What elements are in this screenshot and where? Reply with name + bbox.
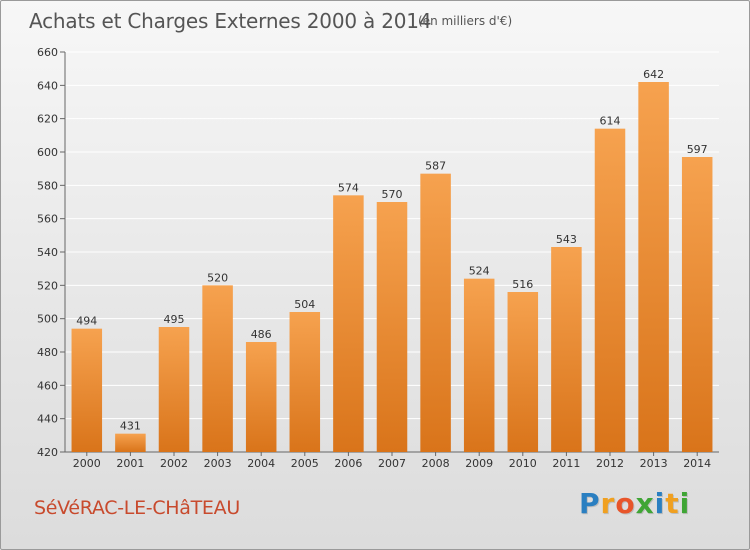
- chart-title: Achats et Charges Externes 2000 à 2014: [29, 9, 432, 33]
- bar-2001: [115, 433, 146, 452]
- bar-2006: [333, 195, 364, 453]
- data-label: 516: [512, 278, 533, 291]
- y-tick-label: 520: [37, 279, 58, 292]
- y-tick-label: 500: [37, 313, 58, 326]
- x-tick-label: 2008: [422, 457, 450, 470]
- x-tick-label: 2009: [465, 457, 493, 470]
- bar-2014: [681, 157, 713, 452]
- x-tick-label: 2000: [73, 457, 101, 470]
- data-label: 524: [469, 265, 490, 278]
- bar-2011: [551, 247, 582, 452]
- bars: [71, 82, 713, 453]
- proxiti-logo[interactable]: Proxiti: [579, 487, 690, 520]
- x-tick-label: 2006: [334, 457, 362, 470]
- x-tick-label: 2007: [378, 457, 406, 470]
- data-labels: 494 431 495 520 486 504 574 570 587 524 516 543 614 6…: [76, 68, 707, 433]
- x-tick-label: 2004: [247, 457, 275, 470]
- x-tick-label: 2005: [291, 457, 319, 470]
- data-label: 642: [643, 68, 664, 81]
- y-tick-label: 480: [37, 346, 58, 359]
- bar-2009: [463, 278, 495, 452]
- x-tick-label: 2011: [552, 457, 580, 470]
- data-label: 495: [164, 313, 185, 326]
- data-label: 587: [425, 160, 446, 173]
- data-label: 520: [207, 271, 228, 284]
- bar-2010: [507, 292, 539, 452]
- y-tick-label: 540: [37, 246, 58, 259]
- data-label: 614: [600, 115, 621, 128]
- bar-2003: [202, 285, 233, 452]
- axes: 420 440 460 480 500 520 540 560 580 600 620 640 660 2…: [37, 46, 719, 470]
- logo-letter: t: [665, 487, 680, 520]
- data-label: 570: [382, 188, 403, 201]
- bar-2002: [158, 327, 190, 452]
- data-label: 574: [338, 181, 359, 194]
- logo-letter: i: [654, 487, 666, 520]
- data-label: 486: [251, 328, 272, 341]
- data-label: 597: [687, 143, 708, 156]
- bar-2008: [420, 173, 451, 452]
- y-tick-label: 660: [37, 46, 58, 59]
- bar-2007: [376, 202, 408, 452]
- y-tick-label: 560: [37, 213, 58, 226]
- logo-letter: x: [635, 487, 655, 520]
- bar-2004: [245, 342, 277, 452]
- data-label: 543: [556, 233, 577, 246]
- bar-2013: [638, 82, 669, 452]
- y-tick-label: 420: [37, 446, 58, 459]
- data-label: 494: [76, 315, 97, 328]
- y-tick-label: 440: [37, 413, 58, 426]
- x-tick-label: 2002: [160, 457, 188, 470]
- x-tick-label: 2013: [640, 457, 668, 470]
- y-tick-label: 580: [37, 179, 58, 192]
- x-tick-label: 2001: [116, 457, 144, 470]
- x-tick-label: 2003: [204, 457, 232, 470]
- bar-2000: [71, 328, 103, 452]
- logo-letter: P: [579, 487, 601, 520]
- town-name: SéVéRAC-LE-CHâTEAU: [34, 497, 240, 519]
- x-tick-label: 2010: [509, 457, 537, 470]
- data-label: 504: [294, 298, 315, 311]
- x-tick-label: 2014: [683, 457, 711, 470]
- y-tick-label: 640: [37, 79, 58, 92]
- bar-2005: [289, 312, 321, 452]
- y-tick-label: 460: [37, 379, 58, 392]
- logo-letter: i: [679, 487, 691, 520]
- y-tick-label: 600: [37, 146, 58, 159]
- logo-letter: o: [615, 487, 636, 520]
- y-tick-label: 620: [37, 113, 58, 126]
- data-label: 431: [120, 420, 141, 433]
- bar-2012: [594, 128, 626, 452]
- x-tick-label: 2012: [596, 457, 624, 470]
- logo-letter: r: [600, 487, 616, 520]
- chart-subtitle: (en milliers d'€): [418, 14, 513, 28]
